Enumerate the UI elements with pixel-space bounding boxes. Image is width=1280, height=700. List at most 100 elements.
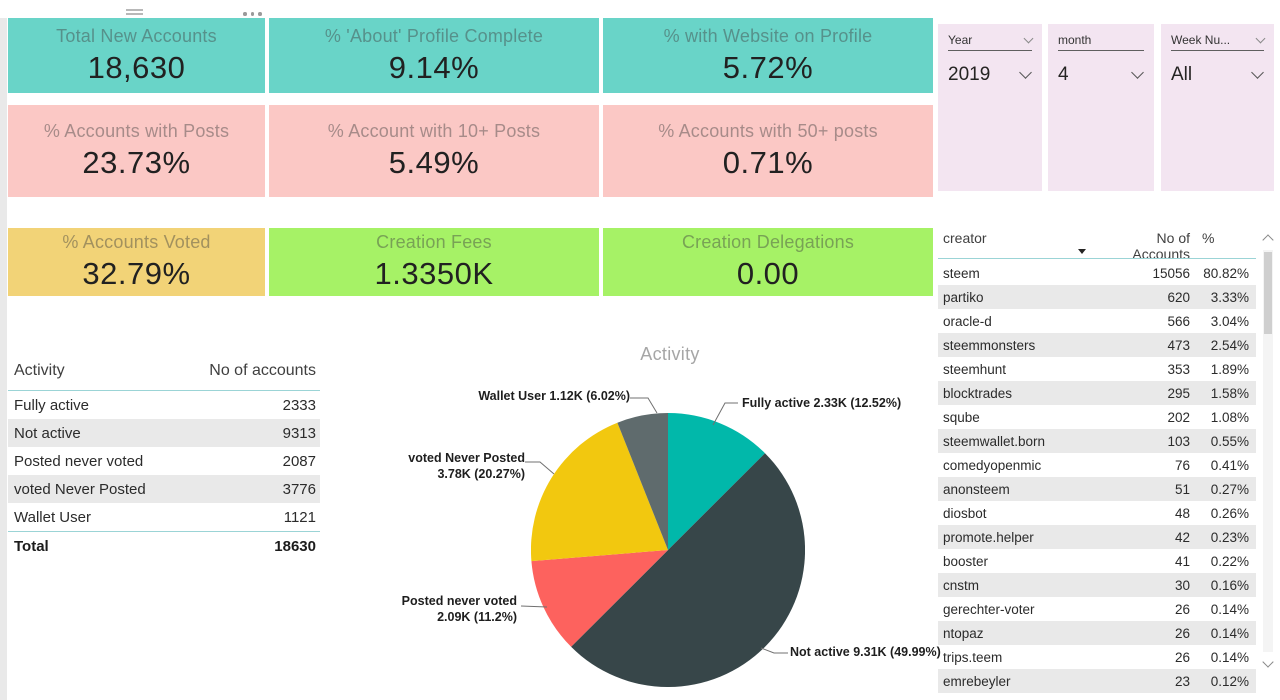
card-value: 5.72%	[722, 49, 814, 85]
percent-cell: 0.12%	[1210, 673, 1249, 689]
creator-table-row[interactable]: sqube 202 1.08%	[938, 405, 1256, 429]
card-accounts-voted[interactable]: % Accounts Voted 32.79%	[8, 228, 265, 296]
creator-table-row[interactable]: trips.teem 26 0.14%	[938, 645, 1256, 669]
card-website-on-profile[interactable]: % with Website on Profile 5.72%	[603, 18, 933, 93]
accounts-cell: 26	[1174, 649, 1190, 665]
pie-slice-wallet-user[interactable]	[617, 413, 668, 550]
card-accounts-with-posts[interactable]: % Accounts with Posts 23.73%	[8, 105, 265, 197]
card-accounts-10plus-posts[interactable]: % Account with 10+ Posts 5.49%	[269, 105, 599, 197]
creator-table-row[interactable]: steemhunt 353 1.89%	[938, 357, 1256, 381]
drag-handle-icon[interactable]	[126, 9, 143, 15]
accounts-cell: 620	[1167, 289, 1190, 305]
activity-pie-chart	[531, 413, 805, 687]
activity-table: Activity No of accounts Fully active 2333…	[8, 360, 320, 560]
percent-cell: 0.27%	[1210, 481, 1249, 497]
slicer-year-dropdown[interactable]: 2019	[948, 64, 1032, 86]
creator-cell: anonsteem	[943, 481, 1010, 497]
creator-table-row[interactable]: comedyopenmic 76 0.41%	[938, 453, 1256, 477]
pie-slice-voted-never-posted[interactable]	[531, 422, 668, 562]
pie-chart-title: Activity	[640, 344, 700, 364]
creator-table-row[interactable]: ntopaz 26 0.14%	[938, 621, 1256, 645]
chevron-down-icon[interactable]	[1131, 66, 1144, 79]
card-title: % with Website on Profile	[663, 25, 873, 46]
scroll-down-icon[interactable]	[1262, 656, 1274, 668]
creator-table-row[interactable]: cnstm 30 0.16%	[938, 573, 1256, 597]
creator-table-row[interactable]: emrebeyler 23 0.12%	[938, 669, 1256, 693]
slicer-week-dropdown[interactable]: All	[1171, 64, 1264, 86]
creator-cell: cnstm	[943, 577, 980, 593]
chevron-down-icon[interactable]	[1019, 66, 1032, 79]
activity-column-header[interactable]: Activity	[14, 362, 65, 379]
card-value: 18,630	[87, 49, 186, 85]
pie-label-wallet-user: Wallet User 1.12K (6.02%)	[478, 389, 630, 403]
card-title: Creation Delegations	[681, 232, 855, 252]
activity-table-row[interactable]: voted Never Posted 3776	[8, 475, 320, 503]
pie-slice-not-active[interactable]	[571, 453, 805, 687]
accounts-cell: 15056	[1152, 265, 1190, 281]
activity-table-row[interactable]: Wallet User 1121	[8, 503, 320, 531]
creator-table-row[interactable]: gerechter-voter 26 0.14%	[938, 597, 1256, 621]
creator-cell: steemhunt	[943, 361, 1007, 377]
creator-cell: comedyopenmic	[943, 457, 1042, 473]
creator-table-row[interactable]: blocktrades 295 1.58%	[938, 381, 1256, 405]
total-label: Total	[14, 537, 49, 555]
card-about-profile-complete[interactable]: % 'About' Profile Complete 9.14%	[269, 18, 599, 93]
percent-cell: 80.82%	[1203, 265, 1249, 281]
creator-table-row[interactable]: oracle-d 566 3.04%	[938, 309, 1256, 333]
more-options-icon[interactable]	[243, 12, 262, 16]
creator-table-row[interactable]: promote.helper 42 0.23%	[938, 525, 1256, 549]
card-accounts-50plus-posts[interactable]: % Accounts with 50+ posts 0.71%	[603, 105, 933, 197]
percent-cell: 1.08%	[1210, 409, 1249, 425]
creator-table-row[interactable]: steemwallet.born 103 0.55%	[938, 429, 1256, 453]
creator-cell: steem	[943, 265, 980, 281]
card-creation-fees[interactable]: Creation Fees 1.3350K	[269, 228, 599, 296]
slicer-month: month 4	[1048, 24, 1154, 191]
creator-table-row[interactable]: diosbot 48 0.26%	[938, 501, 1256, 525]
creator-table-row[interactable]: anonsteem 51 0.27%	[938, 477, 1256, 501]
creator-table-body: steem 15056 80.82% partiko 620 3.33% oracle-d 5…	[938, 261, 1256, 693]
chevron-down-icon[interactable]	[1255, 33, 1266, 44]
creator-column-header[interactable]: creator	[943, 230, 987, 246]
activity-table-row[interactable]: Fully active 2333	[8, 391, 320, 419]
creator-cell: booster	[943, 553, 989, 569]
pie-slice-fully-active[interactable]	[668, 413, 765, 550]
no-of-accounts-column-header[interactable]: No of accounts	[209, 362, 316, 379]
activity-table-row[interactable]: Not active 9313	[8, 419, 320, 447]
card-total-new-accounts[interactable]: Total New Accounts 18,630	[8, 18, 265, 93]
accounts-cell: 48	[1174, 505, 1190, 521]
chevron-down-icon[interactable]	[1023, 33, 1034, 44]
pie-slice-posted-never-voted[interactable]	[531, 550, 668, 647]
creator-cell: oracle-d	[943, 313, 992, 329]
activity-cell: voted Never Posted	[14, 480, 146, 498]
creator-table-row[interactable]: steemmonsters 473 2.54%	[938, 333, 1256, 357]
activity-table-row[interactable]: Posted never voted 2087	[8, 447, 320, 475]
percent-cell: 0.14%	[1210, 625, 1249, 641]
percent-cell: 3.33%	[1210, 289, 1249, 305]
accounts-cell: 26	[1174, 601, 1190, 617]
percent-column-header[interactable]: %	[1202, 230, 1215, 246]
percent-cell: 0.55%	[1210, 433, 1249, 449]
card-title: % Accounts with 50+ posts	[658, 121, 878, 141]
creator-table-row[interactable]: partiko 620 3.33%	[938, 285, 1256, 309]
accounts-cell: 1121	[283, 508, 316, 526]
scrollbar-thumb[interactable]	[1264, 252, 1272, 334]
creator-cell: trips.teem	[943, 649, 1003, 665]
percent-cell: 0.14%	[1210, 649, 1249, 665]
accounts-cell: 353	[1167, 361, 1190, 377]
card-value: 1.3350K	[374, 256, 494, 291]
slicer-month-dropdown[interactable]: 4	[1058, 64, 1144, 86]
scroll-up-icon[interactable]	[1262, 234, 1274, 246]
card-value: 0.00	[736, 256, 800, 291]
accounts-cell: 103	[1167, 433, 1190, 449]
activity-total-row: Total 18630	[8, 531, 320, 560]
pie-label-voted-never-posted: voted Never Posted 3.78K (20.27%)	[408, 451, 525, 482]
card-title: Creation Fees	[376, 232, 492, 252]
creator-table-row[interactable]: booster 41 0.22%	[938, 549, 1256, 573]
card-creation-delegations[interactable]: Creation Delegations 0.00	[603, 228, 933, 296]
pie-label-posted-never-voted: Posted never voted 2.09K (11.2%)	[401, 594, 517, 625]
scrollbar-track[interactable]	[1263, 250, 1273, 652]
creator-table-row[interactable]: steem 15056 80.82%	[938, 261, 1256, 285]
percent-cell: 0.22%	[1210, 553, 1249, 569]
chevron-down-icon[interactable]	[1251, 66, 1264, 79]
